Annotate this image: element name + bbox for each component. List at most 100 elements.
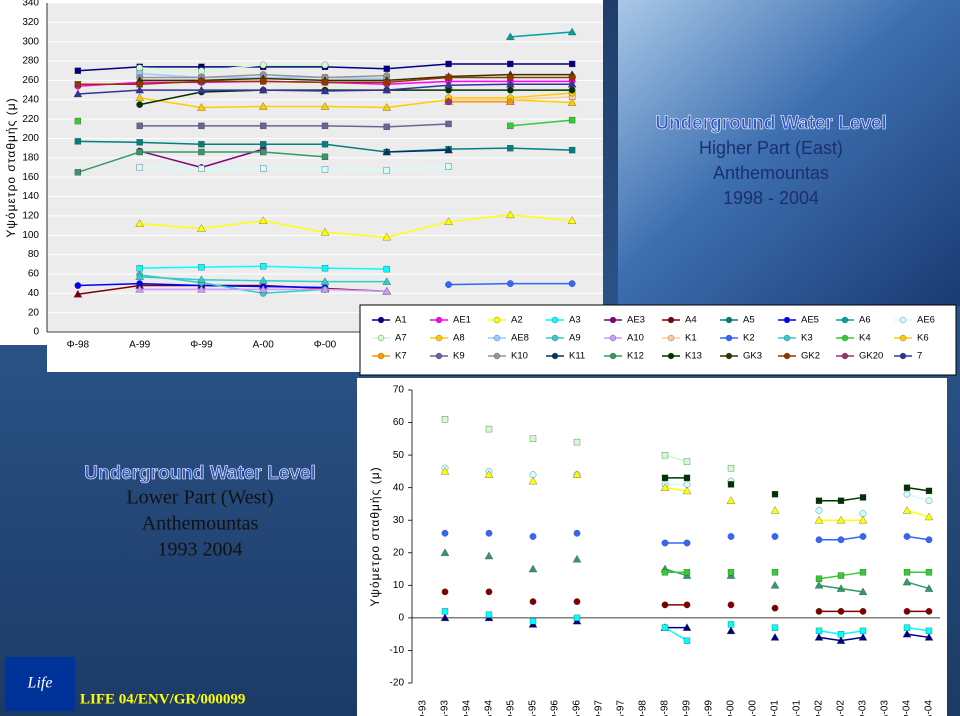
marker	[683, 458, 691, 465]
legend-marker	[435, 334, 443, 342]
x-tick-label: Α-00	[253, 340, 275, 351]
marker	[903, 490, 911, 498]
marker	[383, 265, 390, 273]
marker	[528, 476, 538, 485]
marker	[321, 166, 329, 173]
marker	[506, 97, 515, 105]
marker	[383, 65, 390, 72]
marker	[485, 425, 493, 433]
x-tick-label: Α-99	[129, 340, 151, 351]
marker	[383, 123, 390, 131]
marker	[445, 281, 452, 288]
marker	[260, 78, 267, 85]
marker	[484, 551, 494, 560]
marker	[661, 474, 669, 482]
marker	[445, 163, 452, 170]
marker	[320, 102, 330, 110]
marker	[506, 32, 515, 41]
marker	[320, 86, 330, 95]
legend-label: K10	[511, 351, 528, 362]
marker	[74, 138, 82, 145]
marker	[814, 633, 824, 641]
marker	[683, 569, 691, 576]
marker	[902, 506, 912, 514]
west-part: Lower Part (West)	[126, 487, 273, 509]
legend-marker	[609, 352, 617, 360]
y-tick-label: -10	[390, 645, 405, 656]
marker	[837, 536, 845, 544]
legend-label: GK3	[743, 351, 762, 362]
marker	[837, 631, 845, 638]
marker	[197, 85, 206, 94]
legend-marker	[551, 316, 559, 324]
marker	[727, 569, 735, 576]
west-years: 1993 2004	[158, 539, 243, 561]
marker	[573, 529, 581, 537]
marker	[771, 533, 779, 540]
legend-marker	[725, 316, 733, 324]
x-tick-label: Ιουλ-94	[484, 700, 495, 716]
x-tick-label: Ιαν-99	[682, 700, 693, 716]
marker	[321, 264, 329, 272]
marker	[573, 438, 581, 446]
series-line	[139, 73, 573, 82]
legend-label: K11	[569, 351, 585, 362]
legend-label: K4	[859, 333, 871, 344]
x-tick-label: Ιαν-93	[418, 700, 429, 716]
legend-label: A5	[743, 315, 755, 326]
series-line	[139, 123, 449, 128]
x-tick-label: Ιουλ-01	[792, 700, 803, 716]
x-tick-label: Ιουλ-93	[440, 700, 451, 716]
legend-marker	[609, 334, 617, 342]
marker	[837, 608, 845, 615]
legend-label: K7	[395, 351, 407, 362]
y-tick-label: 80	[28, 249, 40, 260]
x-tick-label: Ιαν-02	[814, 700, 825, 716]
marker	[135, 93, 144, 101]
marker	[507, 60, 514, 68]
legend-marker	[899, 316, 907, 324]
series-line	[139, 214, 573, 238]
x-tick-label: Ιουλ-96	[572, 700, 583, 716]
y-tick-label: 10	[393, 580, 405, 591]
x-tick-label: Ιαν-01	[770, 700, 781, 716]
marker	[858, 633, 868, 641]
marker	[683, 601, 691, 609]
marker	[74, 169, 82, 176]
marker	[770, 581, 780, 589]
legend-marker	[783, 316, 791, 324]
series-line	[386, 149, 449, 153]
marker	[727, 621, 735, 628]
legend-box	[359, 304, 957, 376]
legend-label: GK2	[801, 351, 820, 362]
marker	[258, 216, 268, 224]
x-tick-label: Ιαν-98	[638, 700, 649, 716]
y-tick-label: 200	[22, 133, 39, 144]
marker	[73, 289, 83, 298]
marker	[771, 569, 779, 576]
marker	[445, 98, 452, 106]
marker	[726, 496, 736, 504]
marker	[445, 120, 452, 128]
marker	[903, 569, 911, 576]
bottom-chart-panel	[357, 378, 947, 716]
x-tick-label: Φ-00	[314, 340, 337, 351]
x-tick-label: Ιουλ-04	[924, 700, 935, 716]
x-tick-label: Ιουλ-98	[660, 700, 671, 716]
marker	[925, 497, 933, 505]
series-line	[665, 483, 930, 502]
marker	[726, 626, 736, 635]
marker	[902, 629, 912, 638]
series-line	[510, 31, 573, 38]
marker	[572, 554, 582, 563]
marker	[73, 89, 83, 98]
marker	[529, 435, 537, 442]
marker	[258, 102, 268, 110]
legend-label: A10	[627, 333, 644, 344]
marker	[661, 569, 669, 576]
x-tick-label: Ιαν-97	[594, 700, 605, 716]
marker	[660, 483, 670, 491]
x-tick-label: Ιαν-94	[462, 700, 473, 716]
marker	[682, 486, 692, 495]
marker	[568, 86, 576, 94]
